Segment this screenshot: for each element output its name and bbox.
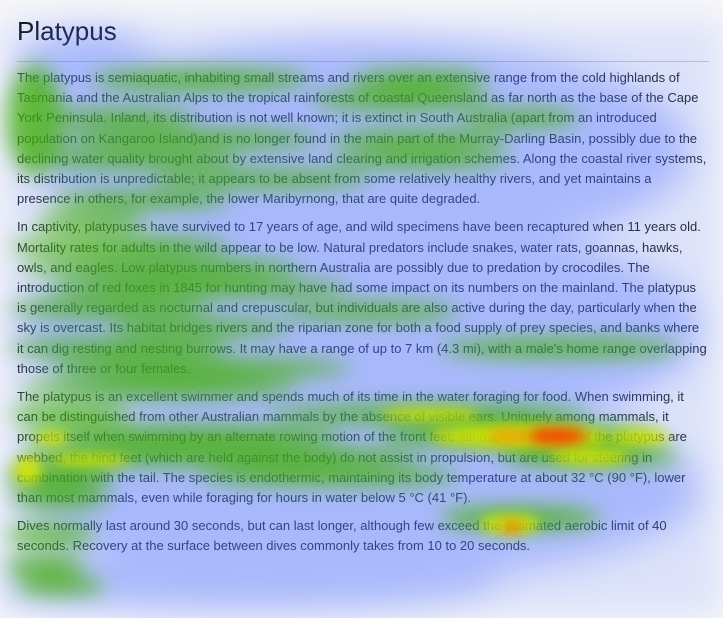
page-title: Platypus — [17, 16, 117, 46]
paragraph-dives: Dives normally last around 30 seconds, b… — [17, 518, 667, 554]
paragraph-lifespan: In captivity, platypuses have survived t… — [17, 219, 707, 376]
paragraph-habitat: The platypus is semiaquatic, inhabiting … — [17, 70, 707, 207]
article-body: The platypus is semiaquatic, inhabiting … — [17, 68, 707, 565]
title-divider — [17, 61, 709, 62]
paragraph-swimming: The platypus is an excellent swimmer and… — [17, 389, 687, 506]
